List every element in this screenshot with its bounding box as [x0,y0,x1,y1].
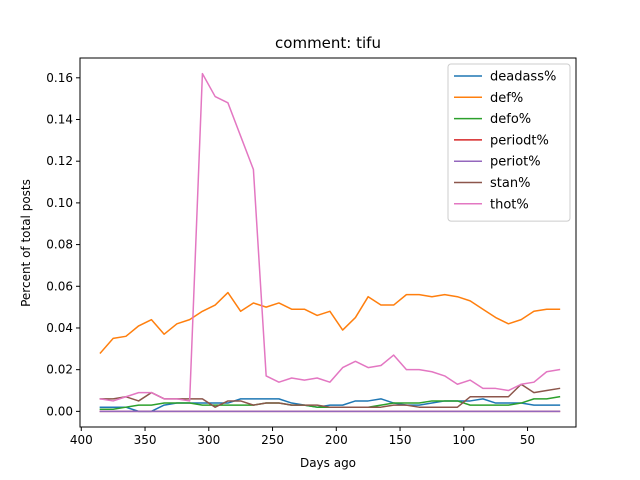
legend: deadass% def% defo% periodt% periot% stan% tho… [447,63,571,222]
y-tick-label: 0.02 [46,363,73,377]
x-tick-label: 100 [452,433,475,447]
x-tick-label: 150 [389,433,412,447]
legend-label: periot% [490,155,541,170]
y-tick-label: 0.10 [46,196,73,210]
y-tick-label: 0.14 [46,113,73,127]
y-tick-label: 0.12 [46,154,73,168]
chart-title: comment: tifu [275,34,381,52]
x-tick-label: 400 [70,433,93,447]
plot-frame [79,57,577,428]
plot-lines [99,72,561,413]
y-tick-label: 0.08 [46,238,73,252]
y-axis-label: Percent of total posts [19,179,33,307]
legend-label: def% [490,91,523,106]
legend-label: thot% [490,197,529,212]
x-tick-label: 350 [134,433,157,447]
y-tick-label: 0.06 [46,279,73,293]
y-tick-label: 0.00 [46,404,73,418]
series-line-def [99,291,561,355]
legend-label: stan% [490,176,530,191]
x-tick-label: 200 [325,433,348,447]
legend-label: deadass% [490,70,556,85]
series-line-thot [99,72,561,402]
y-tick-label: 0.04 [46,321,73,335]
y-tick-label: 0.16 [46,71,73,85]
x-tick-label: 300 [197,433,220,447]
x-tick-label: 50 [520,433,535,447]
x-tick-label: 250 [261,433,284,447]
legend-label: periodt% [490,133,549,148]
legend-label: defo% [490,112,531,127]
x-axis-label: Days ago [300,456,356,470]
x-axis-ticks: 400 350 300 250 200 150 100 50 [70,427,535,447]
y-axis-ticks: 0.00 0.02 0.04 0.06 0.08 0.10 0.12 0.14 0.16 [46,71,80,418]
